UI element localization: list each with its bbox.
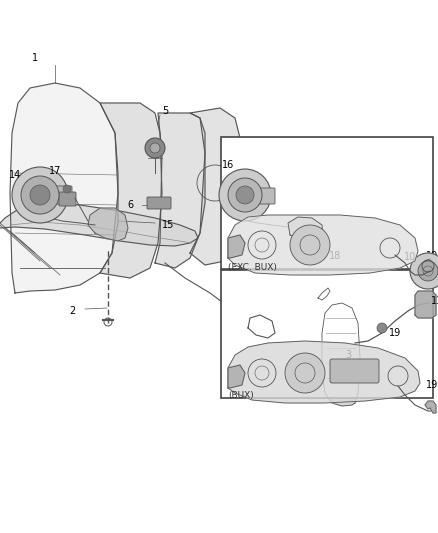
FancyBboxPatch shape (330, 359, 379, 383)
Circle shape (150, 143, 160, 153)
Circle shape (63, 185, 71, 193)
Circle shape (315, 248, 325, 258)
Circle shape (12, 167, 68, 223)
Polygon shape (100, 103, 162, 278)
Text: 19: 19 (426, 251, 438, 261)
Polygon shape (155, 113, 205, 268)
Circle shape (377, 323, 387, 333)
Text: 18: 18 (329, 251, 341, 261)
Text: 14: 14 (9, 170, 21, 180)
Polygon shape (248, 315, 275, 338)
Text: 11: 11 (431, 296, 438, 306)
Circle shape (228, 178, 262, 212)
FancyBboxPatch shape (52, 186, 72, 204)
Polygon shape (0, 203, 198, 246)
Circle shape (410, 253, 438, 289)
Text: 10: 10 (404, 252, 416, 262)
Polygon shape (88, 208, 128, 241)
Polygon shape (10, 83, 118, 293)
Text: 16: 16 (222, 160, 234, 170)
FancyBboxPatch shape (147, 197, 171, 209)
Text: 2: 2 (69, 306, 75, 316)
Text: 19: 19 (426, 380, 438, 390)
Bar (221, 270, 433, 398)
Text: 17: 17 (49, 166, 61, 176)
Text: 15: 15 (162, 220, 174, 230)
Text: 6: 6 (127, 200, 133, 210)
Polygon shape (322, 303, 360, 406)
Circle shape (21, 176, 59, 214)
Circle shape (418, 261, 438, 281)
Polygon shape (318, 288, 330, 300)
Circle shape (30, 185, 50, 205)
Polygon shape (225, 206, 363, 250)
FancyBboxPatch shape (59, 192, 76, 206)
Text: 1: 1 (32, 53, 38, 63)
FancyBboxPatch shape (257, 188, 275, 204)
Polygon shape (415, 291, 436, 318)
Polygon shape (228, 215, 418, 275)
Text: 3: 3 (345, 350, 351, 360)
Text: (BUX): (BUX) (228, 391, 254, 400)
Text: 5: 5 (162, 106, 168, 116)
Circle shape (219, 169, 271, 221)
Polygon shape (228, 365, 245, 388)
Polygon shape (228, 235, 245, 258)
Circle shape (285, 353, 325, 393)
Text: (EXC. BUX): (EXC. BUX) (228, 263, 277, 272)
Polygon shape (288, 217, 323, 243)
Circle shape (236, 186, 254, 204)
Bar (221, 137, 433, 269)
Polygon shape (228, 341, 420, 403)
Polygon shape (425, 401, 436, 413)
Polygon shape (190, 108, 242, 265)
Text: 19: 19 (389, 328, 401, 338)
Circle shape (145, 138, 165, 158)
Text: 4: 4 (305, 331, 311, 341)
Circle shape (290, 225, 330, 265)
